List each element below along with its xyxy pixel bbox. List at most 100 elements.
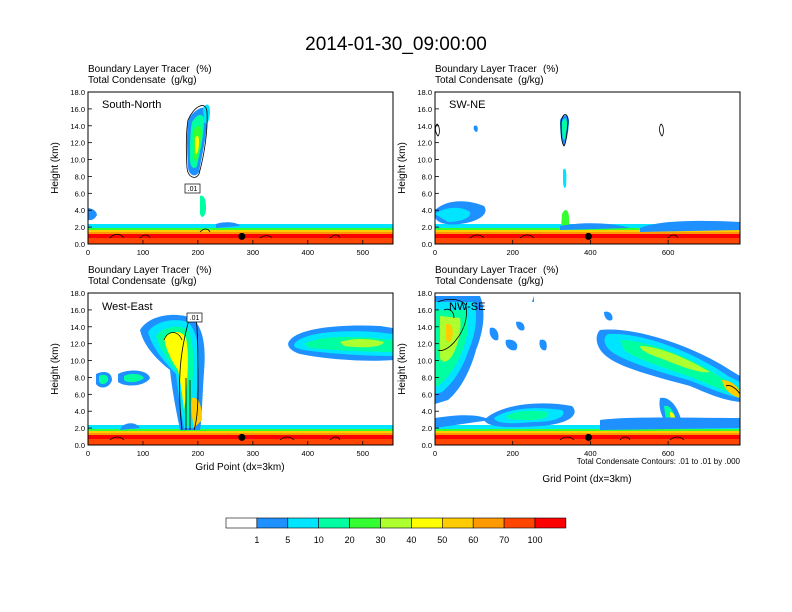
y-tick-label: 4.0 (75, 206, 85, 215)
plot-area (435, 296, 740, 445)
panel-west-east: Boundary Layer Tracer (%) Total Condensa… (50, 265, 394, 473)
colorbar-cell (256, 517, 289, 529)
colorbar-cell (503, 517, 536, 529)
y-tick-label: 12.0 (417, 340, 432, 349)
axes: 0.0 2.0 4.0 6.0 8.0 10.0 12.0 14.0 16.0 18.0 0 200 4… (417, 88, 674, 257)
y-tick-label: 16.0 (417, 105, 432, 114)
x-tick-label: 200 (506, 449, 519, 458)
x-tick-label: 100 (137, 248, 150, 257)
x-tick-label: 600 (662, 449, 675, 458)
colorbar-cell (534, 517, 567, 529)
colorbar-cell (472, 517, 505, 529)
x-tick-label: 400 (302, 248, 315, 257)
panel-label: West-East (102, 301, 153, 313)
figure-title: 2014-01-30_09:00:00 (305, 34, 487, 55)
panel-label: NW-SE (449, 301, 485, 313)
contour-label: .01 (188, 186, 198, 193)
y-tick-label: 16.0 (417, 306, 432, 315)
y-axis-label: Height (km) (50, 142, 61, 194)
panel-var2: Total Condensate (88, 276, 166, 287)
panel-unit1: (%) (196, 64, 212, 75)
panel-sw-ne: Boundary Layer Tracer (%) Total Condensa… (397, 64, 741, 257)
panel-unit1: (%) (543, 265, 559, 276)
x-tick-label: 0 (86, 248, 90, 257)
x-tick-label: 0 (433, 449, 437, 458)
colorbar-cell (380, 517, 412, 529)
y-tick-label: 0.0 (422, 240, 432, 249)
x-tick-label: 500 (357, 449, 370, 458)
colorbar-tick-label: 30 (375, 535, 385, 545)
y-tick-label: 0.0 (422, 441, 432, 450)
panel-unit2: (g/kg) (518, 75, 544, 86)
x-axis-label: Grid Point (dx=3km) (195, 462, 284, 473)
y-tick-label: 10.0 (417, 357, 432, 366)
plot-area (88, 104, 393, 244)
y-axis-label: Height (km) (50, 343, 61, 395)
y-tick-label: 2.0 (422, 223, 432, 232)
colorbar-tick-label: 60 (468, 535, 478, 545)
panel-unit2: (g/kg) (518, 276, 544, 287)
y-tick-label: 4.0 (75, 407, 85, 416)
y-tick-label: 6.0 (75, 390, 85, 399)
y-tick-label: 12.0 (70, 139, 85, 148)
colorbar-cell (287, 517, 319, 529)
colorbar-cells (225, 517, 567, 529)
y-tick-label: 8.0 (422, 373, 432, 382)
panel-var1: Boundary Layer Tracer (435, 265, 537, 276)
axes: 0.0 2.0 4.0 6.0 8.0 10.0 12.0 14.0 16.0 18.0 0 200 4… (417, 289, 674, 458)
contour-label-box: .01 (184, 183, 201, 194)
x-tick-label: 300 (247, 449, 260, 458)
condensate-contours (437, 298, 740, 441)
axes: 0.0 2.0 4.0 6.0 8.0 10.0 12.0 14.0 16.0 18.0 0 100 2… (70, 289, 369, 458)
x-axis-label: Grid Point (dx=3km) (542, 474, 631, 485)
panel-unit1: (%) (196, 265, 212, 276)
y-axis-label: Height (km) (397, 142, 408, 194)
y-tick-label: 12.0 (417, 139, 432, 148)
colorbar-cell (349, 517, 381, 529)
panel-label: South-North (102, 99, 161, 111)
plot-frame (87, 91, 394, 245)
colorbar-tick-label: 50 (437, 535, 447, 545)
x-tick-label: 400 (302, 449, 315, 458)
site-marker (238, 433, 246, 441)
y-tick-label: 2.0 (75, 223, 85, 232)
y-tick-label: 14.0 (70, 122, 85, 131)
panel-var2: Total Condensate (435, 276, 513, 287)
condensate-contours (109, 105, 341, 239)
site-marker (584, 433, 592, 441)
colorbar-cell (441, 517, 474, 529)
y-tick-label: 8.0 (422, 172, 432, 181)
y-tick-label: 6.0 (422, 189, 432, 198)
panel-south-north: Boundary Layer Tracer (%) Total Condensa… (50, 64, 394, 257)
x-tick-label: 0 (86, 449, 90, 458)
tracer-plumes (435, 296, 740, 430)
y-tick-label: 4.0 (422, 206, 432, 215)
tracer-plumes (88, 104, 240, 228)
y-tick-label: 16.0 (70, 105, 85, 114)
panel-unit1: (%) (543, 64, 559, 75)
y-tick-label: 8.0 (75, 373, 85, 382)
panel-label: SW-NE (449, 99, 485, 111)
y-tick-label: 0.0 (75, 240, 85, 249)
boundary-layer-fill (88, 425, 393, 445)
site-marker (238, 232, 246, 240)
colorbar-tick-label: 20 (345, 535, 355, 545)
y-tick-label: 4.0 (422, 407, 432, 416)
y-tick-label: 10.0 (70, 156, 85, 165)
colorbar-cell (225, 517, 258, 529)
y-tick-label: 8.0 (75, 172, 85, 181)
colorbar-cell (318, 517, 350, 529)
colorbar-tick-label: 100 (527, 535, 542, 545)
colorbar-tick-label: 10 (314, 535, 324, 545)
panel-var2: Total Condensate (88, 75, 166, 86)
panel-unit2: (g/kg) (171, 276, 197, 287)
y-tick-label: 2.0 (422, 424, 432, 433)
colorbar-tick-label: 70 (499, 535, 509, 545)
panel-unit2: (g/kg) (171, 75, 197, 86)
y-tick-label: 18.0 (70, 289, 85, 298)
colorbar-tick-label: 1 (254, 535, 259, 545)
x-tick-label: 300 (247, 248, 260, 257)
y-tick-label: 14.0 (417, 323, 432, 332)
x-tick-label: 400 (584, 248, 597, 257)
